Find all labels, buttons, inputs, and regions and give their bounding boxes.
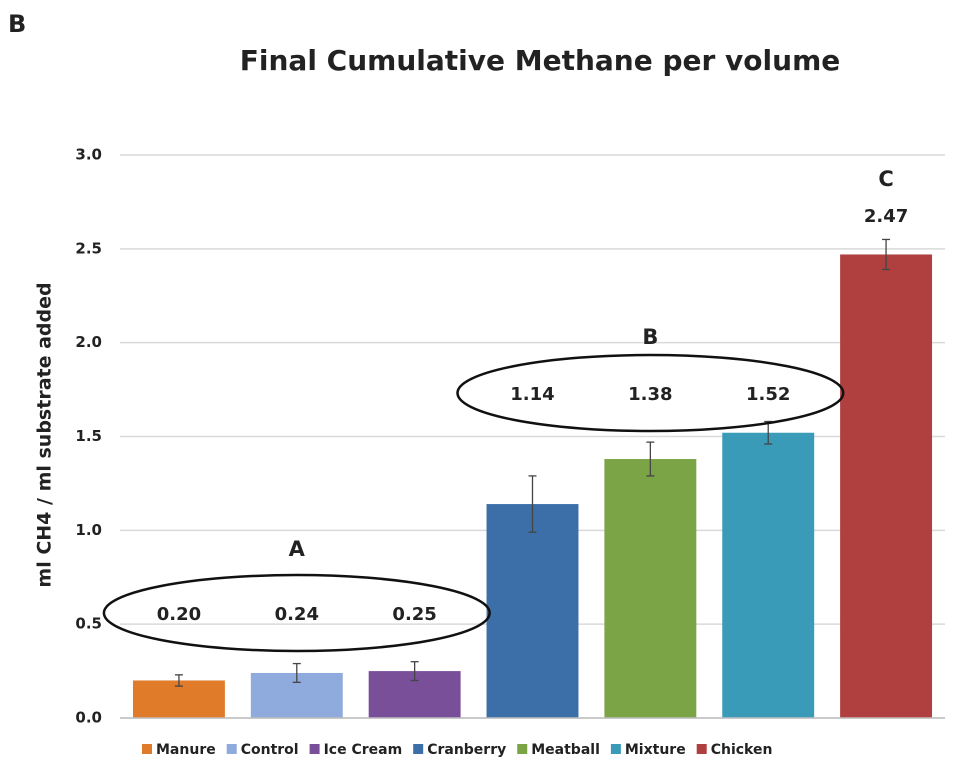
bar bbox=[840, 254, 933, 719]
bar bbox=[722, 432, 815, 718]
bar bbox=[486, 504, 579, 718]
group-ellipse bbox=[102, 573, 491, 653]
y-tick-label: 0.5 bbox=[75, 615, 102, 633]
legend-label: Mixture bbox=[625, 742, 686, 758]
value-label: 2.47 bbox=[864, 206, 908, 227]
legend-label: Manure bbox=[156, 742, 216, 758]
legend-label: Control bbox=[241, 742, 299, 758]
y-tick-label: 2.5 bbox=[75, 239, 102, 257]
legend-label: Ice Cream bbox=[324, 742, 403, 758]
legend-swatch bbox=[517, 744, 528, 754]
legend-swatch bbox=[309, 744, 320, 754]
y-tick-label: 0.0 bbox=[75, 709, 102, 727]
y-tick-label: 2.0 bbox=[75, 333, 102, 351]
group-ellipse bbox=[456, 353, 845, 433]
legend-swatch bbox=[696, 744, 707, 754]
y-tick-label: 1.5 bbox=[75, 427, 102, 445]
legend-swatch bbox=[610, 744, 621, 754]
value-label: 1.38 bbox=[628, 384, 672, 405]
legend-swatch bbox=[142, 744, 152, 754]
group-letter: B bbox=[642, 325, 658, 349]
legend-label: Cranberry bbox=[427, 742, 506, 758]
y-tick-label: 1.0 bbox=[75, 521, 102, 539]
value-label: 1.14 bbox=[510, 384, 554, 405]
legend-label: Meatball bbox=[531, 742, 600, 758]
value-label: 0.25 bbox=[392, 604, 436, 625]
group-letter: C bbox=[878, 167, 893, 191]
panel-label: B bbox=[8, 10, 26, 38]
y-axis-label: ml CH4 / ml substrate added bbox=[34, 282, 56, 587]
chart-title: Final Cumulative Methane per volume bbox=[240, 44, 840, 77]
legend-swatch bbox=[226, 744, 237, 754]
bar bbox=[604, 459, 697, 718]
value-label: 0.24 bbox=[275, 604, 319, 625]
group-letter: A bbox=[289, 537, 306, 561]
value-label: 1.52 bbox=[746, 384, 790, 405]
legend-label: Chicken bbox=[711, 742, 773, 758]
value-label: 0.20 bbox=[157, 604, 201, 625]
legend-swatch bbox=[413, 744, 424, 754]
y-tick-label: 3.0 bbox=[75, 146, 102, 164]
